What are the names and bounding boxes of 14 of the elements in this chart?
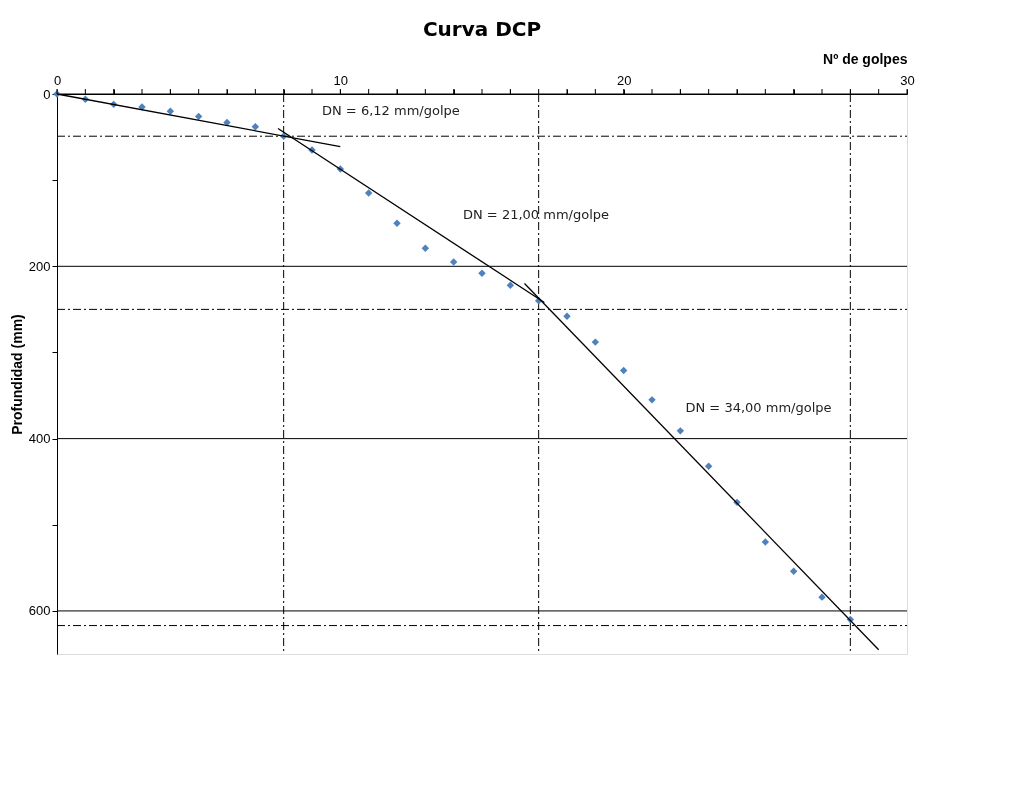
- annotation: DN = 21,00 mm/golpe: [463, 207, 610, 223]
- y-tick-label: 600: [28, 603, 51, 619]
- y-tick-label: 400: [28, 431, 51, 447]
- annotation: DN = 6,12 mm/golpe: [322, 103, 460, 118]
- y-axis-title: Profundidad (mm): [8, 314, 25, 435]
- chart-title: Curva DCP: [422, 17, 542, 41]
- x-tick-label: 30: [900, 72, 915, 88]
- y-tick-label: 200: [28, 258, 51, 274]
- x-axis-title: Nº de golpes: [823, 50, 908, 67]
- x-tick-label: 20: [616, 72, 632, 88]
- annotation: DN = 34,00 mm/golpe: [685, 399, 832, 415]
- x-tick-label: 10: [333, 72, 349, 88]
- x-tick-label: 0: [53, 72, 62, 88]
- y-tick-label: 0: [43, 86, 51, 102]
